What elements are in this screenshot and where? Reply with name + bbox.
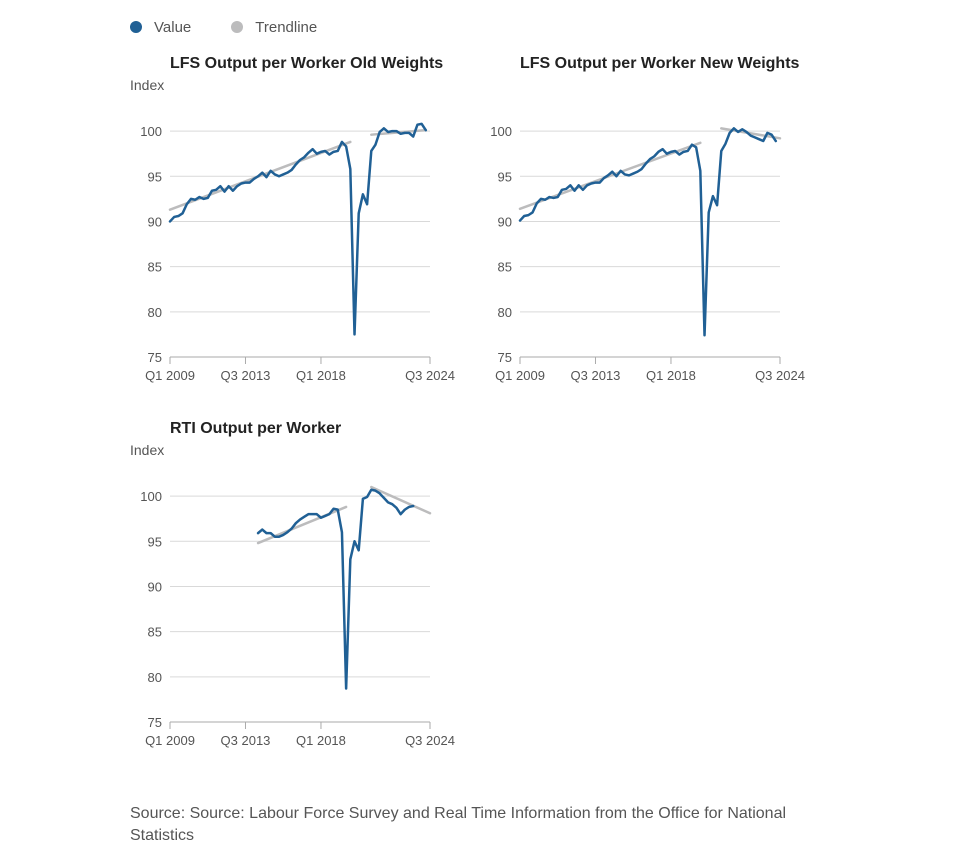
- x-tick-label: Q3 2013: [571, 368, 621, 383]
- y-tick-label: 90: [498, 214, 512, 229]
- trendline-segment: [256, 505, 348, 545]
- y-tick-label: 80: [498, 305, 512, 320]
- y-tick-label: 75: [148, 715, 162, 730]
- chart-panel-lfs-old-weights: LFS Output per Worker Old Weights Index …: [130, 55, 470, 405]
- value-series-line: [168, 122, 428, 336]
- source-note: Source: Source: Labour Force Survey and …: [130, 805, 787, 844]
- chart-plot-lfs-new-weights: 75 80 85 90 95 100 Q1 2009 Q3 2013 Q1 2018 Q3 202…: [490, 124, 805, 383]
- x-tick-label: Q1 2009: [145, 368, 195, 383]
- chart-plot-rti: 75 80 85 90 95 100 Q1 2009 Q3 2013 Q1 2018 Q3 202…: [140, 485, 455, 748]
- y-tick-label: 90: [148, 579, 162, 594]
- y-tick-label: 90: [148, 214, 162, 229]
- chart-legend: Value Trendline: [130, 16, 357, 38]
- x-tick-label: Q1 2018: [296, 368, 346, 383]
- x-tick-label: Q1 2009: [495, 368, 545, 383]
- x-tick-label: Q3 2013: [221, 733, 271, 748]
- legend-item-value[interactable]: Value: [130, 19, 191, 36]
- y-tick-label: 100: [140, 124, 162, 139]
- y-tick-label: 100: [140, 489, 162, 504]
- legend-label-value: Value: [154, 18, 192, 36]
- value-series-line: [518, 127, 778, 337]
- x-tick-label: Q3 2013: [221, 368, 271, 383]
- y-tick-label: 85: [148, 260, 162, 275]
- legend-swatch-trendline: [231, 21, 244, 33]
- legend-label-trendline: Trendline: [255, 18, 318, 36]
- y-axis-label: Index: [130, 77, 165, 93]
- x-tick-label: Q1 2018: [296, 733, 346, 748]
- y-axis-label: Index: [130, 442, 165, 458]
- y-tick-label: 85: [148, 625, 162, 640]
- x-tick-label: Q1 2009: [145, 733, 195, 748]
- chart-title: LFS Output per Worker Old Weights: [170, 55, 444, 72]
- x-tick-label: Q3 2024: [755, 368, 805, 383]
- x-tick-label: Q3 2024: [405, 368, 455, 383]
- chart-panel-rti: RTI Output per Worker Index 75 80 85 90 95 10…: [130, 420, 470, 770]
- y-tick-label: 95: [148, 534, 162, 549]
- legend-item-trendline[interactable]: Trendline: [231, 19, 317, 36]
- chart-plot-lfs-old-weights: 75 80 85 90 95 100 Q1 2009 Q3 2013 Q1 2018 Q3 202…: [140, 122, 455, 383]
- value-series-line: [256, 488, 415, 690]
- y-tick-label: 80: [148, 670, 162, 685]
- y-tick-label: 95: [148, 169, 162, 184]
- legend-swatch-value: [130, 21, 142, 33]
- y-tick-label: 95: [498, 169, 512, 184]
- chart-title: LFS Output per Worker New Weights: [520, 55, 800, 72]
- y-tick-label: 75: [148, 350, 162, 365]
- x-tick-label: Q1 2018: [646, 368, 696, 383]
- y-tick-label: 100: [490, 124, 512, 139]
- x-tick-label: Q3 2024: [405, 733, 455, 748]
- chart-title: RTI Output per Worker: [170, 420, 342, 437]
- y-tick-label: 80: [148, 305, 162, 320]
- chart-panel-lfs-new-weights: LFS Output per Worker New Weights 75 80 85…: [480, 55, 820, 405]
- y-tick-label: 85: [498, 260, 512, 275]
- trendline-segment: [370, 485, 432, 515]
- y-tick-label: 75: [498, 350, 512, 365]
